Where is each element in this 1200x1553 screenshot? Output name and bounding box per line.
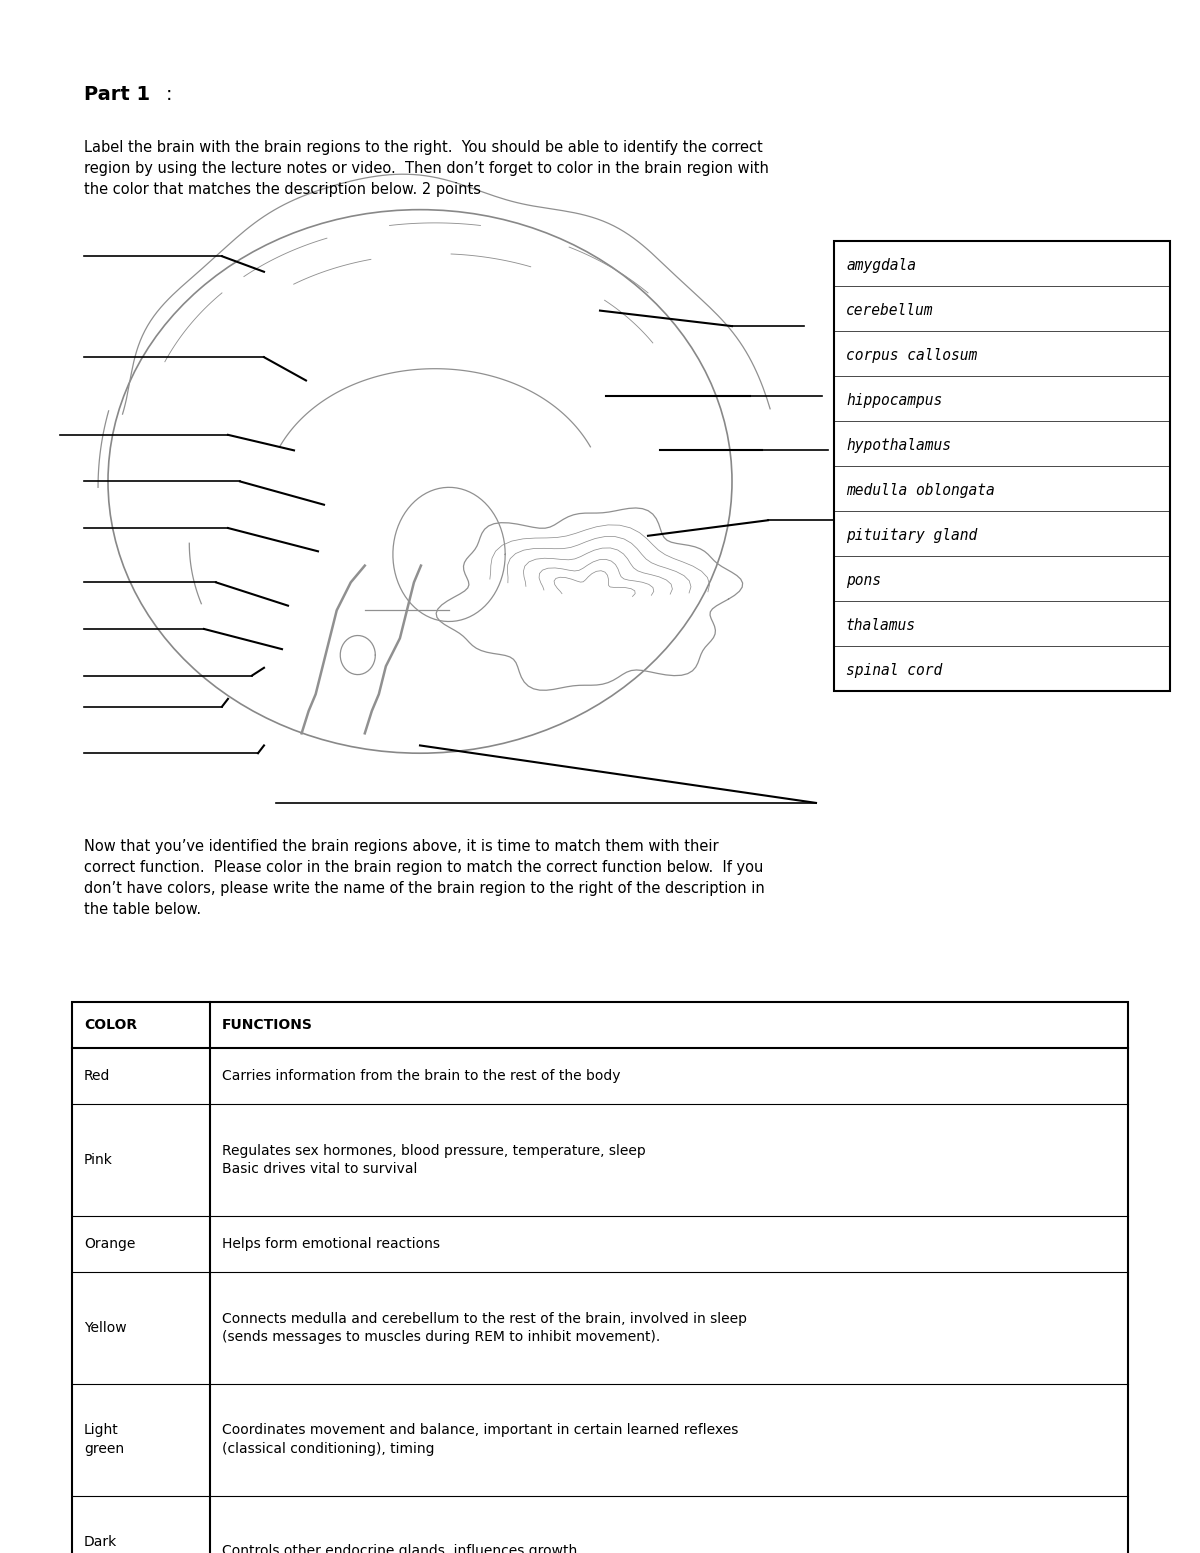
Text: Connects medulla and cerebellum to the rest of the brain, involved in sleep
(sen: Connects medulla and cerebellum to the r… [222,1312,746,1343]
Text: Orange: Orange [84,1236,136,1252]
Text: Label the brain with the brain regions to the right.  You should be able to iden: Label the brain with the brain regions t… [84,140,769,197]
Text: amygdala: amygdala [846,258,916,273]
Text: Light
green: Light green [84,1424,124,1455]
Text: Part 1: Part 1 [84,85,150,104]
Text: Pink: Pink [84,1152,113,1168]
Text: spinal cord: spinal cord [846,663,942,679]
Text: corpus callosum: corpus callosum [846,348,977,363]
Text: pituitary gland: pituitary gland [846,528,977,544]
Text: Dark
green: Dark green [84,1536,124,1553]
Text: :: : [166,85,172,104]
Text: Yellow: Yellow [84,1320,127,1336]
Text: Controls other endocrine glands, influences growth: Controls other endocrine glands, influen… [222,1544,577,1553]
Text: FUNCTIONS: FUNCTIONS [222,1017,313,1033]
Text: pons: pons [846,573,881,589]
Text: Regulates sex hormones, blood pressure, temperature, sleep
Basic drives vital to: Regulates sex hormones, blood pressure, … [222,1145,646,1176]
FancyBboxPatch shape [72,1002,1128,1553]
Text: COLOR: COLOR [84,1017,137,1033]
Text: Red: Red [84,1068,110,1084]
Text: hippocampus: hippocampus [846,393,942,408]
Text: thalamus: thalamus [846,618,916,634]
FancyBboxPatch shape [834,241,1170,691]
Text: cerebellum: cerebellum [846,303,934,318]
Text: Coordinates movement and balance, important in certain learned reflexes
(classic: Coordinates movement and balance, import… [222,1424,738,1455]
Text: Carries information from the brain to the rest of the body: Carries information from the brain to th… [222,1068,620,1084]
Text: hypothalamus: hypothalamus [846,438,952,453]
Text: Helps form emotional reactions: Helps form emotional reactions [222,1236,440,1252]
Text: medulla oblongata: medulla oblongata [846,483,995,499]
Text: Now that you’ve identified the brain regions above, it is time to match them wit: Now that you’ve identified the brain reg… [84,839,764,916]
